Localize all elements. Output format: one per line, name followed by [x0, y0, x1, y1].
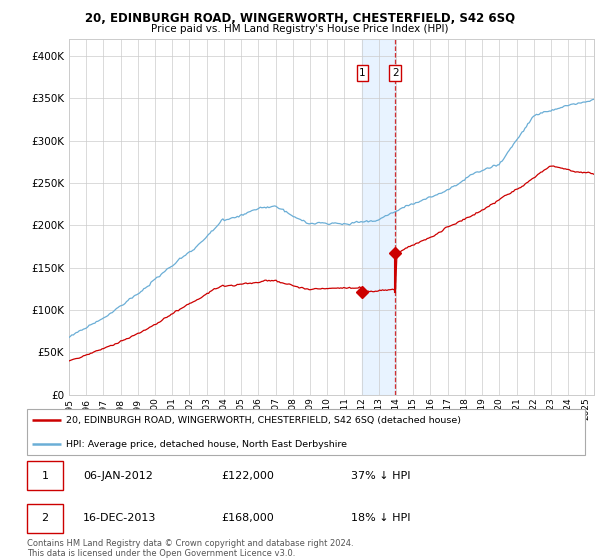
Text: HPI: Average price, detached house, North East Derbyshire: HPI: Average price, detached house, Nort…: [66, 440, 347, 449]
Bar: [362, 39, 395, 395]
Text: 06-JAN-2012: 06-JAN-2012: [83, 471, 153, 481]
Text: £122,000: £122,000: [221, 471, 274, 481]
Text: 20, EDINBURGH ROAD, WINGERWORTH, CHESTERFIELD, S42 6SQ (detached house): 20, EDINBURGH ROAD, WINGERWORTH, CHESTER…: [66, 416, 461, 425]
Text: 2: 2: [41, 513, 49, 523]
Text: 37% ↓ HPI: 37% ↓ HPI: [351, 471, 410, 481]
FancyBboxPatch shape: [27, 409, 585, 455]
FancyBboxPatch shape: [27, 504, 64, 533]
Text: 1: 1: [359, 68, 366, 78]
Text: Contains HM Land Registry data © Crown copyright and database right 2024.
This d: Contains HM Land Registry data © Crown c…: [27, 539, 353, 558]
Text: £168,000: £168,000: [221, 513, 274, 523]
FancyBboxPatch shape: [27, 461, 64, 490]
Text: 18% ↓ HPI: 18% ↓ HPI: [351, 513, 410, 523]
Text: 1: 1: [41, 471, 49, 481]
Text: 2: 2: [392, 68, 398, 78]
Text: 16-DEC-2013: 16-DEC-2013: [83, 513, 157, 523]
Text: 20, EDINBURGH ROAD, WINGERWORTH, CHESTERFIELD, S42 6SQ: 20, EDINBURGH ROAD, WINGERWORTH, CHESTER…: [85, 12, 515, 25]
Text: Price paid vs. HM Land Registry's House Price Index (HPI): Price paid vs. HM Land Registry's House …: [151, 24, 449, 34]
